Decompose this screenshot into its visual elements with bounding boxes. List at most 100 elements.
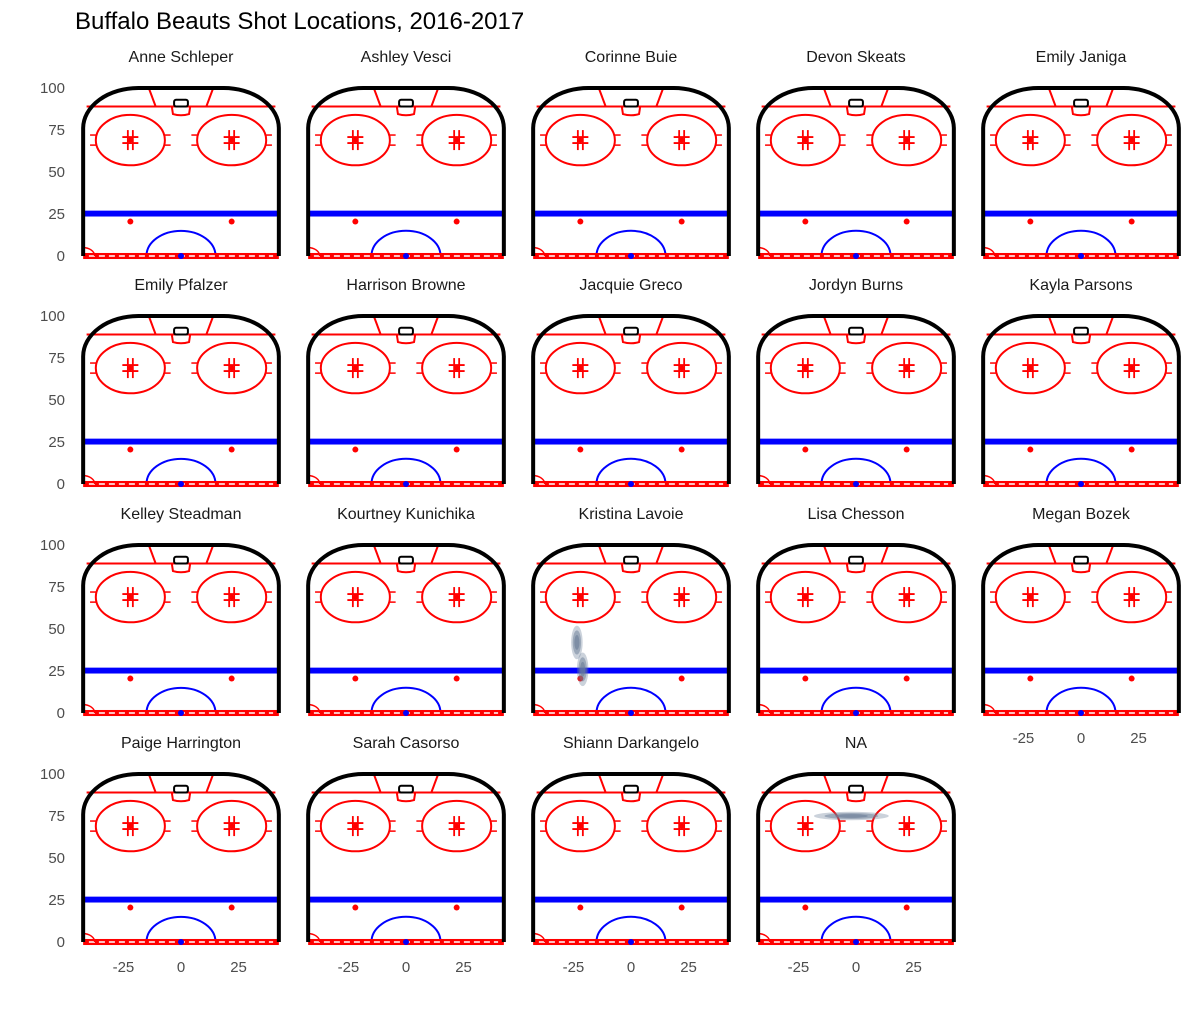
faceoff-circle-left bbox=[544, 570, 616, 624]
center-faceoff-dot bbox=[628, 710, 634, 716]
trapezoid-line-right bbox=[655, 315, 665, 335]
faceoff-circle-left bbox=[319, 799, 391, 853]
neutral-faceoff-dot-right bbox=[678, 446, 685, 453]
goal-net bbox=[398, 784, 414, 794]
facet-label: Sarah Casorso bbox=[353, 735, 460, 752]
center-circle bbox=[595, 457, 667, 485]
neutral-faceoff-dot-right bbox=[1128, 446, 1135, 453]
rink-boards bbox=[756, 772, 956, 942]
goal-crease bbox=[620, 792, 642, 803]
facet-label: Emily Janiga bbox=[1036, 49, 1127, 66]
facet-label: Jordyn Burns bbox=[809, 277, 903, 294]
rink-boards bbox=[981, 543, 1181, 713]
trapezoid-line-right bbox=[1105, 315, 1115, 335]
trapezoid-line-right bbox=[430, 87, 440, 107]
center-faceoff-dot bbox=[178, 481, 184, 487]
trapezoid-line-right bbox=[880, 315, 890, 335]
center-circle bbox=[820, 457, 892, 485]
faceoff-circle-right bbox=[1096, 341, 1168, 395]
rink-boards bbox=[81, 543, 281, 713]
rink-boards bbox=[531, 543, 731, 713]
rink-boards bbox=[756, 86, 956, 256]
y-tick-label: 50 bbox=[48, 621, 65, 638]
goal-net bbox=[623, 555, 639, 565]
y-tick-label: 100 bbox=[40, 308, 65, 325]
blue-line bbox=[308, 667, 504, 674]
faceoff-circle-right bbox=[421, 570, 493, 624]
facet-panel: Devon Skeats bbox=[756, 49, 956, 260]
x-tick-label: -25 bbox=[338, 959, 360, 976]
neutral-faceoff-dot-left bbox=[577, 218, 584, 225]
x-tick-label: 0 bbox=[627, 959, 635, 976]
trapezoid-line-right bbox=[1105, 87, 1115, 107]
trapezoid-line-right bbox=[880, 544, 890, 564]
x-tick-label: 0 bbox=[1077, 730, 1085, 747]
facet-panel: Jordyn Burns bbox=[756, 277, 956, 488]
neutral-faceoff-dot-left bbox=[352, 446, 359, 453]
blue-line bbox=[533, 210, 729, 217]
y-tick-label: 0 bbox=[57, 248, 65, 265]
neutral-faceoff-dot-left bbox=[1027, 446, 1034, 453]
faceoff-dot-right bbox=[454, 823, 460, 829]
facet-label: Shiann Darkangelo bbox=[563, 735, 699, 752]
x-tick-label: 0 bbox=[177, 959, 185, 976]
y-tick-label: 25 bbox=[48, 892, 65, 909]
faceoff-dot-left bbox=[802, 365, 808, 371]
faceoff-dot-left bbox=[127, 823, 133, 829]
neutral-faceoff-dot-left bbox=[577, 446, 584, 453]
chart-title: Buffalo Beauts Shot Locations, 2016-2017 bbox=[75, 8, 524, 35]
neutral-faceoff-dot-left bbox=[802, 675, 809, 682]
blue-line bbox=[983, 210, 1179, 217]
faceoff-dot-left bbox=[127, 594, 133, 600]
y-tick-label: 25 bbox=[48, 434, 65, 451]
trapezoid-line-left bbox=[597, 773, 607, 793]
faceoff-circle-right bbox=[196, 570, 268, 624]
faceoff-dot-right bbox=[679, 365, 685, 371]
center-faceoff-dot bbox=[853, 939, 859, 945]
center-circle bbox=[820, 915, 892, 943]
faceoff-circle-right bbox=[871, 799, 943, 853]
faceoff-circle-left bbox=[769, 341, 841, 395]
center-circle bbox=[1045, 687, 1117, 714]
center-faceoff-dot bbox=[1078, 481, 1084, 487]
trapezoid-line-left bbox=[597, 544, 607, 564]
y-tick-label: 75 bbox=[48, 808, 65, 825]
facet-panel: Shiann Darkangelo bbox=[531, 735, 731, 946]
facet-panel: Harrison Browne bbox=[306, 277, 506, 488]
trapezoid-line-right bbox=[880, 773, 890, 793]
center-faceoff-dot bbox=[178, 939, 184, 945]
faceoff-circle-right bbox=[871, 341, 943, 395]
facet-label: Anne Schleper bbox=[129, 49, 235, 66]
facet-panel: Anne Schleper bbox=[81, 49, 281, 260]
facet-label: Kelley Steadman bbox=[121, 506, 242, 523]
faceoff-circle-left bbox=[319, 341, 391, 395]
goal-net bbox=[173, 555, 189, 565]
trapezoid-line-left bbox=[1047, 87, 1057, 107]
rink-boards bbox=[756, 543, 956, 713]
blue-line bbox=[308, 896, 504, 903]
center-faceoff-dot bbox=[403, 481, 409, 487]
y-tick-label: 25 bbox=[48, 206, 65, 223]
faceoff-dot-left bbox=[577, 137, 583, 143]
trapezoid-line-left bbox=[597, 87, 607, 107]
facet-label: Jacquie Greco bbox=[579, 277, 682, 294]
facet-label: Harrison Browne bbox=[346, 277, 465, 294]
x-tick-label: 0 bbox=[852, 959, 860, 976]
faceoff-circle-right bbox=[646, 113, 718, 167]
faceoff-circle-right bbox=[196, 341, 268, 395]
goal-net bbox=[848, 326, 864, 336]
y-tick-label: 50 bbox=[48, 164, 65, 181]
goal-net bbox=[848, 784, 864, 794]
neutral-faceoff-dot-left bbox=[352, 218, 359, 225]
trapezoid-line-right bbox=[430, 773, 440, 793]
x-tick-label: -25 bbox=[563, 959, 585, 976]
center-faceoff-dot bbox=[178, 253, 184, 259]
faceoff-dot-right bbox=[904, 365, 910, 371]
goal-net bbox=[173, 98, 189, 108]
facet-panel: Kourtney Kunichika bbox=[306, 506, 506, 717]
facet-label: Paige Harrington bbox=[121, 735, 241, 752]
faceoff-dot-right bbox=[454, 594, 460, 600]
trapezoid-line-right bbox=[655, 87, 665, 107]
faceoff-dot-right bbox=[679, 594, 685, 600]
faceoff-circle-right bbox=[1096, 570, 1168, 624]
